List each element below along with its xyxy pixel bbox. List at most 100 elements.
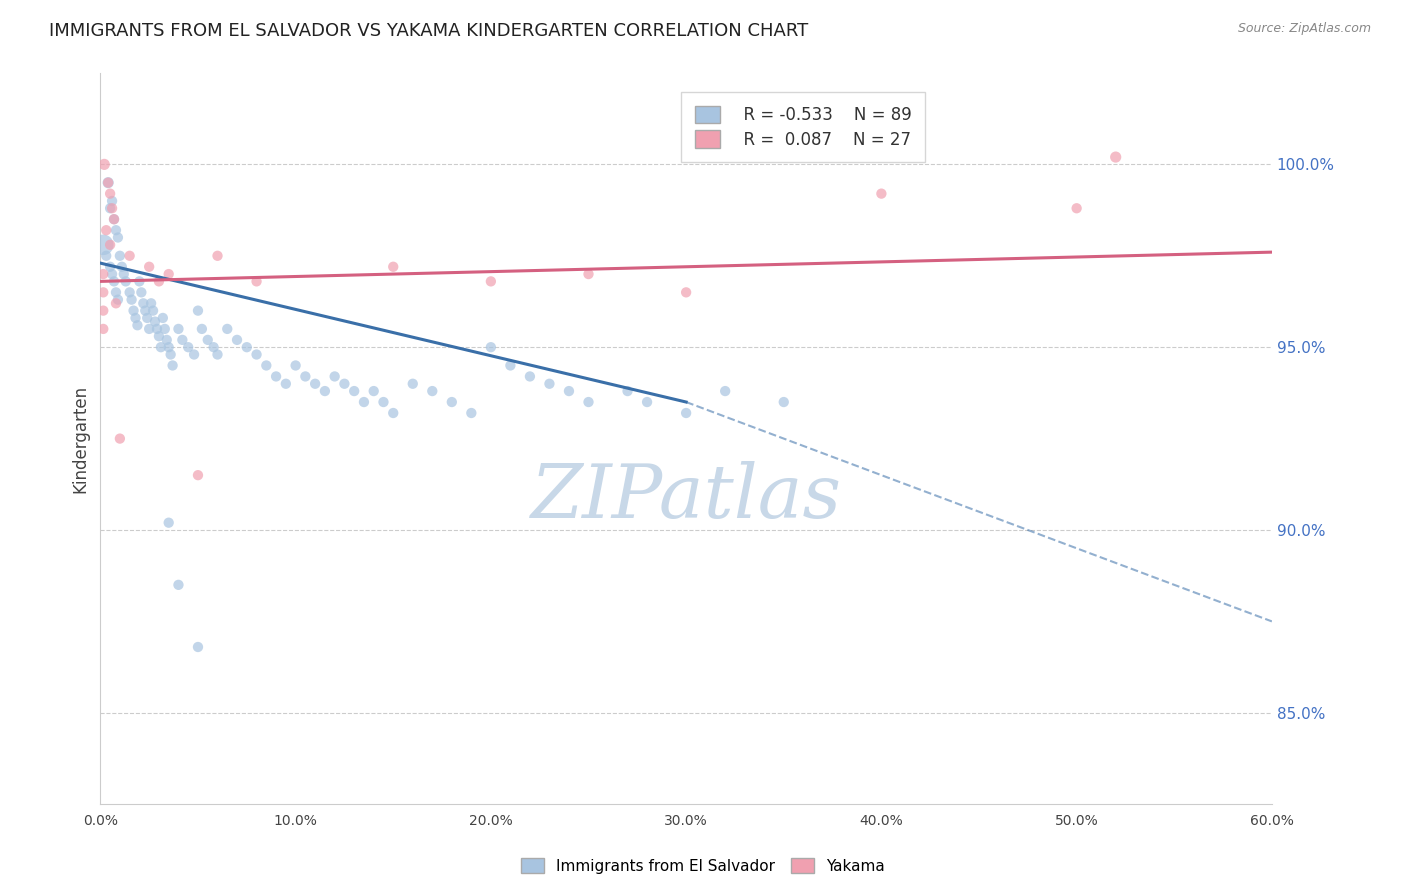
Point [138,322,160,336]
Point [97,176,120,190]
Point [772,395,794,409]
Point [138,260,160,274]
Point [104,296,127,310]
Point [207,249,229,263]
Point [284,359,307,373]
Point [479,274,502,288]
Point [294,369,316,384]
Point [96,249,118,263]
Point [264,369,287,384]
Point [578,395,600,409]
Legend: Immigrants from El Salvador, Yakama: Immigrants from El Salvador, Yakama [515,852,891,880]
Point [157,516,180,530]
Y-axis label: Kindergarten: Kindergarten [72,384,89,492]
Point [167,578,190,592]
Point [183,347,205,361]
Point [1066,201,1088,215]
Point [91,237,114,252]
Point [136,310,159,325]
Point [91,322,114,336]
Point [104,223,127,237]
Point [149,340,172,354]
Point [103,212,125,227]
Point [236,340,259,354]
Point [108,432,131,446]
Point [131,285,153,300]
Point [124,310,146,325]
Point [616,384,638,398]
Point [314,384,336,398]
Point [187,303,209,318]
Point [142,303,165,318]
Point [98,237,121,252]
Point [157,267,180,281]
Point [207,347,229,361]
Point [104,285,127,300]
Point [245,274,267,288]
Point [353,395,375,409]
Point [111,260,134,274]
Text: IMMIGRANTS FROM EL SALVADOR VS YAKAMA KINDERGARTEN CORRELATION CHART: IMMIGRANTS FROM EL SALVADOR VS YAKAMA KI… [49,22,808,40]
Point [107,293,129,307]
Point [440,395,463,409]
Point [103,212,125,227]
Point [499,359,522,373]
Point [226,333,249,347]
Point [118,285,141,300]
Point [148,274,170,288]
Point [343,384,366,398]
Point [91,267,114,281]
Point [675,406,697,420]
Point [191,322,214,336]
Point [132,296,155,310]
Point [274,376,297,391]
Point [187,640,209,654]
Point [363,384,385,398]
Point [402,376,425,391]
Point [101,267,124,281]
Text: Source: ZipAtlas.com: Source: ZipAtlas.com [1237,22,1371,36]
Point [153,322,176,336]
Point [148,329,170,343]
Point [217,322,239,336]
Point [118,249,141,263]
Point [636,395,658,409]
Point [98,201,121,215]
Point [714,384,737,398]
Point [167,322,190,336]
Point [101,201,124,215]
Point [333,376,356,391]
Point [197,333,219,347]
Point [128,274,150,288]
Point [162,359,184,373]
Point [254,359,277,373]
Point [98,186,121,201]
Point [156,333,179,347]
Point [382,406,405,420]
Point [177,340,200,354]
Point [112,267,135,281]
Point [146,322,169,336]
Point [127,318,149,333]
Point [96,223,118,237]
Point [870,186,893,201]
Point [519,369,541,384]
Point [134,303,156,318]
Point [97,176,120,190]
Point [157,340,180,354]
Point [107,230,129,244]
Point [558,384,581,398]
Point [304,376,326,391]
Point [159,347,181,361]
Point [323,369,346,384]
Point [382,260,405,274]
Point [202,340,225,354]
Point [172,333,194,347]
Point [98,260,121,274]
Point [152,310,174,325]
Point [460,406,482,420]
Point [245,347,267,361]
Point [122,303,145,318]
Point [101,194,124,208]
Point [675,285,697,300]
